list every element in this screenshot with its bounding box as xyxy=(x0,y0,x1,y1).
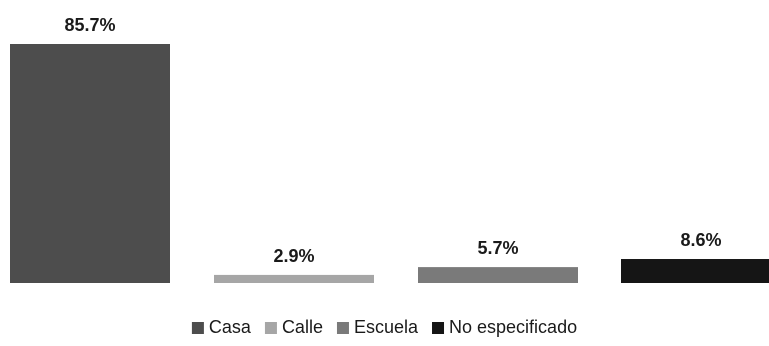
bar-no-especificado xyxy=(621,259,769,283)
bars-group xyxy=(10,44,769,283)
legend-label-escuela: Escuela xyxy=(354,317,419,337)
legend-swatch-calle xyxy=(264,322,277,334)
legend: Casa Calle Escuela No especificado xyxy=(191,317,577,337)
legend-swatch-escuela xyxy=(336,322,349,334)
bar-casa xyxy=(10,44,170,283)
legend-swatch-casa xyxy=(191,322,204,334)
legend-swatch-no-especificado xyxy=(432,322,445,334)
legend-label-calle: Calle xyxy=(282,317,323,337)
legend-label-casa: Casa xyxy=(209,317,252,337)
bar-escuela xyxy=(418,267,578,283)
value-labels-group: 85.7% 2.9% 5.7% 8.6% xyxy=(64,15,721,266)
data-label-escuela: 5.7% xyxy=(477,238,518,258)
data-label-no-especificado: 8.6% xyxy=(680,230,721,250)
data-label-calle: 2.9% xyxy=(273,246,314,266)
data-label-casa: 85.7% xyxy=(64,15,115,35)
legend-label-no-especificado: No especificado xyxy=(449,317,577,337)
bar-calle xyxy=(214,274,374,283)
